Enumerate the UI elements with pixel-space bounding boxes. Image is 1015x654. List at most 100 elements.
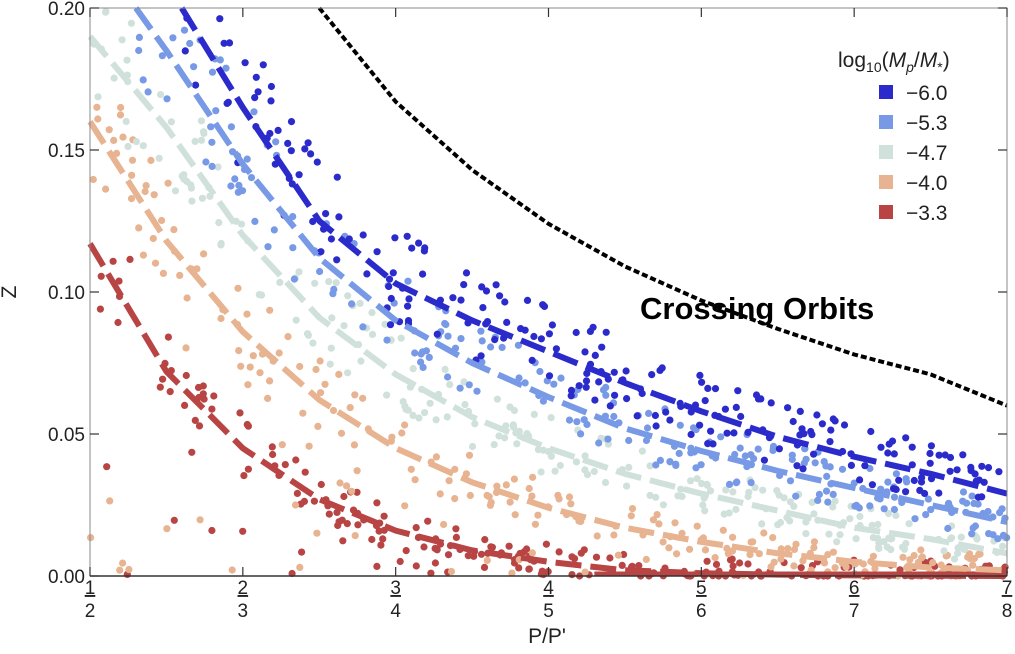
data-point [284,333,292,341]
legend-swatch [879,145,893,159]
data-point [954,549,962,557]
data-point [289,244,297,252]
data-point [144,88,152,96]
data-point [159,375,167,383]
data-point [652,493,660,501]
data-point [335,213,343,221]
data-point [332,279,340,287]
data-point [169,34,177,42]
data-point [401,421,409,429]
data-point [327,344,335,352]
data-point [443,413,451,421]
data-point [755,550,763,558]
data-point [421,409,429,417]
data-point [959,488,968,496]
data-point [861,462,869,470]
data-point [823,472,831,480]
data-point [604,435,612,443]
data-point [163,95,171,103]
data-point [188,197,196,205]
data-point [415,414,423,422]
data-point [381,320,389,328]
data-point [433,330,441,338]
data-point [228,566,236,574]
data-point [902,539,910,548]
data-point [892,470,901,478]
data-point [346,404,354,412]
data-point [940,547,948,555]
data-point [135,46,143,55]
data-point [711,385,720,393]
data-point [892,485,900,494]
data-point [944,524,952,533]
data-point [969,561,977,569]
data-point [198,194,206,202]
data-point [910,552,918,560]
data-point [325,278,333,286]
data-point [119,559,127,567]
y-tick-label: 0.15 [48,141,85,162]
data-point [322,210,330,218]
data-point [291,501,300,509]
data-point [106,497,114,505]
data-point [547,452,556,460]
data-point [462,269,471,277]
data-point [195,422,204,430]
data-point [317,389,325,397]
data-point [182,371,190,380]
data-point [433,546,441,554]
data-point [602,391,610,399]
data-point [243,155,251,163]
data-point [353,488,361,496]
data-point [598,343,606,351]
data-point [793,462,801,470]
data-point [208,162,216,170]
legend-entry-label: −3.3 [906,202,947,225]
data-point [867,427,875,436]
data-point [301,468,309,476]
data-point [606,554,614,562]
data-point [534,511,542,519]
data-point [493,395,501,403]
data-point [311,279,319,287]
data-point [583,471,592,479]
data-point [924,495,933,503]
data-point [653,510,661,519]
data-point [582,377,591,385]
data-point [478,283,486,291]
data-point [887,535,895,543]
scatter-group [181,14,1003,501]
data-point [767,563,775,571]
data-point [686,545,694,553]
data-point [354,521,362,529]
data-point [829,548,838,556]
data-point [105,126,113,134]
data-point [156,383,164,391]
data-point [537,335,546,343]
data-point [128,171,136,179]
data-point [181,401,189,409]
data-point [125,565,133,574]
data-point [918,474,926,482]
data-point [191,416,199,424]
data-point [127,19,135,27]
data-point [441,365,449,373]
data-point [671,519,679,527]
data-point [744,560,752,568]
data-point [159,269,167,277]
data-point [910,476,918,485]
data-point [170,516,178,524]
data-point [375,527,383,535]
data-point [397,334,405,342]
data-point [163,525,171,533]
data-point [388,433,396,441]
x-tick-label-bottom-row: 4 [390,601,401,622]
data-point [623,395,631,403]
data-point [767,399,775,407]
data-point [792,540,800,548]
data-point [255,291,263,299]
data-point [304,331,312,339]
data-point [477,352,485,360]
data-point [840,421,849,429]
data-point [911,515,919,523]
